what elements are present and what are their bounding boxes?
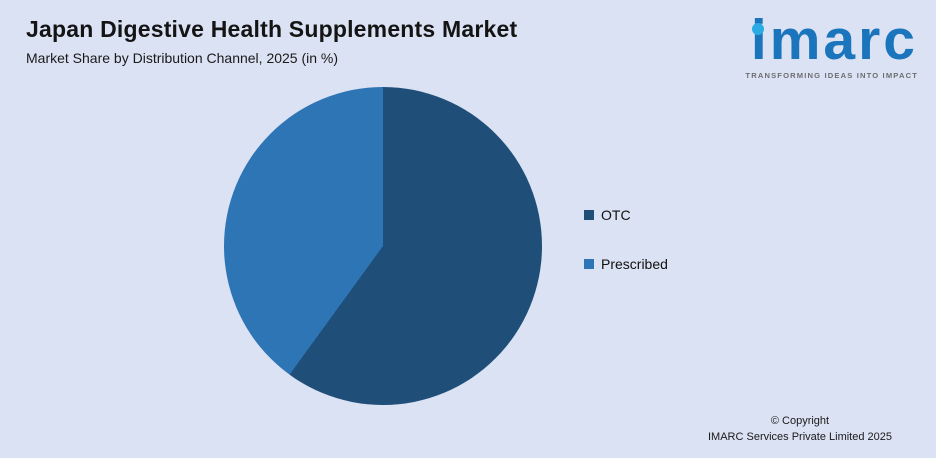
imarc-logo-dot-icon <box>752 24 763 34</box>
imarc-logo: imarc TRANSFORMING IDEAS INTO IMPACT <box>728 12 918 81</box>
legend-item-prescribed: Prescribed <box>584 256 668 272</box>
legend-item-otc: OTC <box>584 207 668 223</box>
legend-label: OTC <box>601 207 631 223</box>
legend-swatch <box>584 210 594 220</box>
legend-label: Prescribed <box>601 256 668 272</box>
chart-header: Japan Digestive Health Supplements Marke… <box>26 16 626 66</box>
copyright-block: © Copyright IMARC Services Private Limit… <box>708 414 892 445</box>
chart-title: Japan Digestive Health Supplements Marke… <box>26 16 518 42</box>
chart-subtitle: Market Share by Distribution Channel, 20… <box>26 50 339 66</box>
imarc-logo-wordmark: imarc <box>751 12 918 69</box>
pie-chart <box>224 87 542 405</box>
imarc-logo-tagline: TRANSFORMING IDEAS INTO IMPACT <box>745 71 918 80</box>
chart-legend: OTC Prescribed <box>584 207 668 272</box>
imarc-logo-text: imarc <box>750 8 918 72</box>
copyright-line2: IMARC Services Private Limited 2025 <box>707 430 892 443</box>
copyright-line1: © Copyright <box>770 415 830 428</box>
legend-swatch <box>584 259 594 269</box>
